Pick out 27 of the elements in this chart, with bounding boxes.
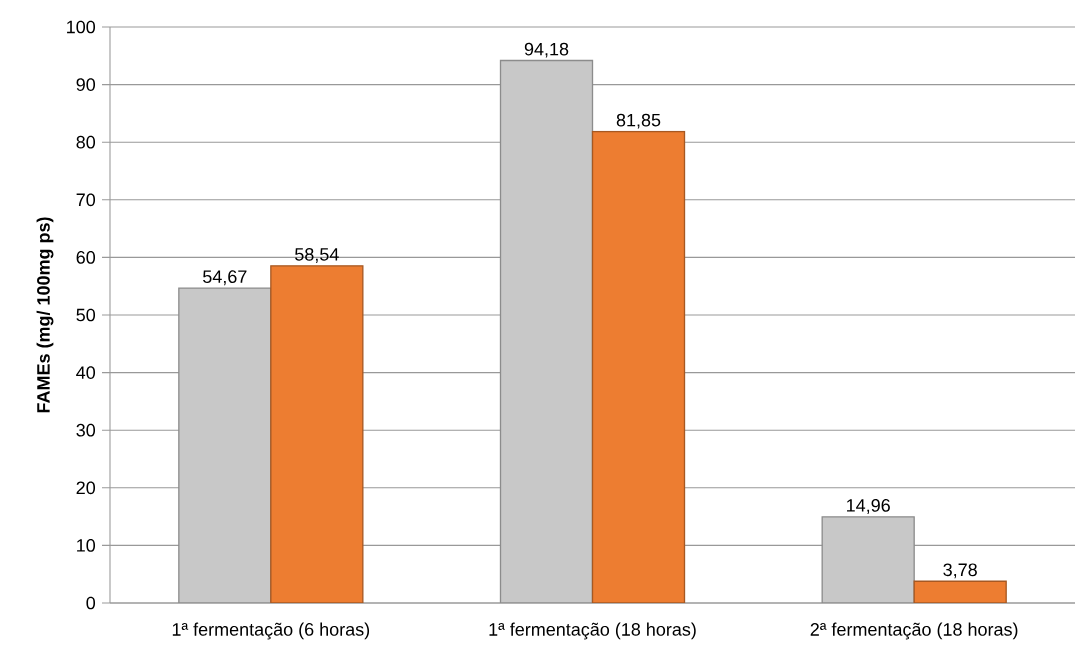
data-label: 94,18 xyxy=(524,42,569,58)
y-tick-label: 70 xyxy=(76,193,96,207)
y-tick-label: 60 xyxy=(76,251,96,264)
y-tick-label: 30 xyxy=(76,423,96,437)
x-tick-label: 2ª fermentação (18 horas) xyxy=(810,622,1018,640)
y-axis-title: FAMEs (mg/ 100mg ps) xyxy=(36,217,54,413)
y-tick-label: 0 xyxy=(86,596,96,610)
bar xyxy=(178,287,272,603)
y-tick-label: 10 xyxy=(77,539,96,552)
data-label: 54,67 xyxy=(203,270,247,286)
y-tick-label: 90 xyxy=(76,78,96,91)
y-tick-label: 80 xyxy=(76,135,96,149)
x-tick-label: 1ª fermentação (18 horas) xyxy=(489,622,696,640)
bar xyxy=(913,580,1007,603)
bar xyxy=(499,59,594,603)
y-tick-label: 50 xyxy=(76,308,96,322)
y-tick-label: 20 xyxy=(76,481,96,495)
data-label: 14,96 xyxy=(847,499,890,514)
data-label: 3,78 xyxy=(943,563,977,579)
bar xyxy=(821,516,915,603)
bar xyxy=(270,265,364,603)
y-tick-label: 100 xyxy=(67,20,96,34)
y-tick-label: 40 xyxy=(76,366,96,379)
data-label: 81,85 xyxy=(616,113,661,129)
x-tick-label: 1ª fermentação (6 horas) xyxy=(172,622,370,640)
bar xyxy=(591,130,686,603)
data-label: 58,54 xyxy=(295,248,339,263)
